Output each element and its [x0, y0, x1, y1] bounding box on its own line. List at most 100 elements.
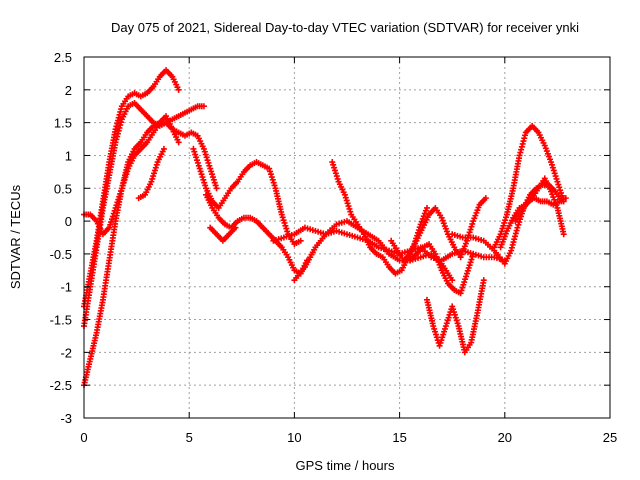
data-point	[469, 253, 476, 260]
data-point	[444, 317, 451, 324]
data-point	[267, 168, 274, 175]
data-point	[480, 277, 487, 284]
data-point	[333, 173, 340, 180]
data-point	[269, 176, 276, 183]
data-point	[344, 200, 351, 207]
series-track-15	[449, 181, 565, 267]
data-point	[107, 221, 114, 228]
data-point	[332, 170, 339, 177]
data-point	[347, 208, 354, 215]
series-track-13	[407, 241, 477, 297]
data-point	[436, 342, 443, 349]
data-point	[498, 228, 505, 235]
x-tick-label: 25	[603, 430, 617, 445]
data-point	[115, 196, 122, 203]
data-point	[432, 328, 439, 335]
data-point	[550, 167, 557, 174]
data-point	[497, 231, 504, 238]
series-track-16	[491, 122, 567, 251]
data-point	[482, 195, 489, 202]
data-point	[192, 151, 199, 158]
data-points	[81, 67, 569, 389]
x-tick-label: 15	[392, 430, 406, 445]
y-tick-label: 2	[65, 83, 72, 98]
data-point	[457, 290, 464, 297]
data-point	[200, 103, 207, 110]
data-point	[449, 303, 456, 310]
data-point	[211, 179, 218, 186]
data-point	[441, 328, 448, 335]
data-point	[149, 175, 156, 182]
data-point	[113, 202, 120, 209]
data-point	[431, 325, 438, 332]
data-point	[557, 187, 564, 194]
data-point	[160, 145, 167, 152]
series-track-14	[423, 277, 487, 356]
data-point	[152, 164, 159, 171]
data-point	[196, 165, 203, 172]
data-point	[150, 173, 157, 180]
y-tick-label: -2.5	[50, 378, 72, 393]
data-point	[549, 164, 556, 171]
data-point	[464, 267, 471, 274]
data-point	[122, 174, 129, 181]
data-point	[451, 311, 458, 318]
y-tick-label: 2.5	[54, 50, 72, 65]
data-point	[443, 320, 450, 327]
data-point	[203, 154, 210, 161]
y-tick-label: -0.5	[50, 247, 72, 262]
data-point	[121, 176, 128, 183]
data-point	[194, 159, 201, 166]
data-point	[270, 179, 277, 186]
data-point	[109, 213, 116, 220]
data-point	[209, 171, 216, 178]
y-tick-label: -1	[60, 280, 72, 295]
x-tick-label: 5	[186, 430, 193, 445]
data-point	[153, 161, 160, 168]
data-point	[207, 165, 214, 172]
data-point	[112, 204, 119, 211]
data-point	[200, 176, 207, 183]
data-point	[108, 216, 115, 223]
data-point	[202, 151, 209, 158]
series-track-17	[497, 175, 567, 251]
series-track-8	[207, 224, 239, 244]
data-point	[331, 164, 338, 171]
data-point	[554, 178, 561, 185]
data-point	[201, 148, 208, 155]
data-point	[451, 309, 458, 316]
data-point	[175, 86, 182, 93]
data-point	[116, 193, 123, 200]
data-point	[461, 279, 468, 286]
data-point	[453, 317, 460, 324]
grid-lines	[84, 57, 610, 418]
y-tick-label: 1.5	[54, 116, 72, 131]
x-tick-label: 0	[80, 430, 87, 445]
y-tick-label: -3	[60, 411, 72, 426]
data-point	[439, 334, 446, 341]
data-point	[433, 334, 440, 341]
data-point	[278, 211, 285, 218]
data-point	[555, 181, 562, 188]
data-point	[190, 145, 197, 152]
data-point	[462, 276, 469, 283]
data-point	[106, 224, 113, 231]
data-point	[341, 191, 348, 198]
data-point	[329, 159, 336, 166]
data-point	[209, 174, 216, 181]
data-point	[199, 174, 206, 181]
data-point	[501, 219, 508, 226]
data-point	[562, 195, 569, 202]
data-point	[468, 223, 475, 230]
data-point	[469, 220, 476, 227]
data-point	[450, 306, 457, 313]
data-point	[460, 281, 467, 288]
data-point	[441, 325, 448, 332]
data-point	[467, 226, 474, 233]
data-point	[467, 259, 474, 266]
data-point	[210, 176, 217, 183]
data-point	[499, 225, 506, 232]
data-point	[552, 173, 559, 180]
axis-ticks: 0 5 10 15 20 25 -3 -2.5 -2 -1.5 -1 -0.5 0 0.5 1 1.5 2 2.5	[50, 50, 618, 445]
data-point	[442, 323, 449, 330]
